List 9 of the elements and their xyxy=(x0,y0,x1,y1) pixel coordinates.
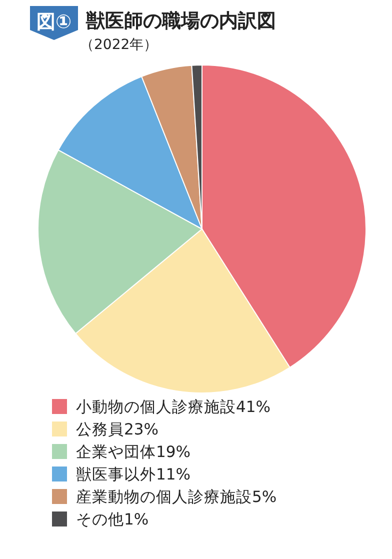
legend-label: 公務員23% xyxy=(76,420,158,438)
legend-label: 企業や団体19% xyxy=(76,443,190,461)
legend-label: 小動物の個人診療施設41% xyxy=(76,398,270,416)
chart-subtitle: （2022年） xyxy=(80,37,158,53)
legend-label: その他1% xyxy=(76,510,149,528)
legend-label: 獣医事以外11% xyxy=(76,466,190,484)
chart-title: 獣医師の職場の内訳図 xyxy=(85,10,276,32)
badge: 図① xyxy=(30,6,78,40)
legend-label: 産業動物の個人診療施設5% xyxy=(76,488,277,506)
